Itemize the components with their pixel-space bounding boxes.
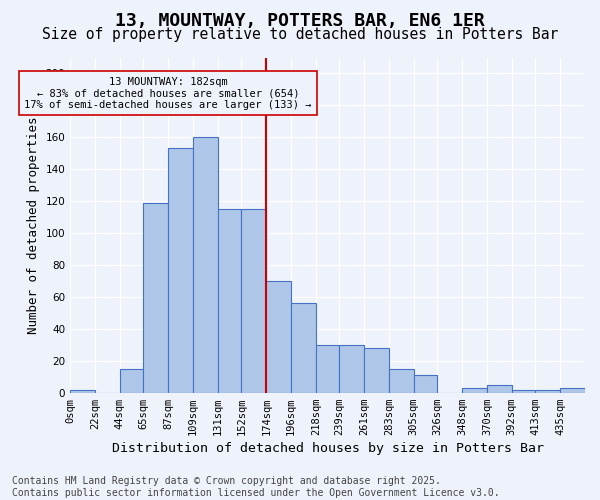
Bar (560, 388, 585, 392)
Bar (512, 390, 535, 392)
Bar (389, 369, 414, 392)
Bar (143, 203, 168, 392)
Text: 13 MOUNTWAY: 182sqm
← 83% of detached houses are smaller (654)
17% of semi-detac: 13 MOUNTWAY: 182sqm ← 83% of detached ho… (25, 76, 312, 110)
Bar (193, 138, 218, 392)
Bar (218, 209, 241, 392)
Bar (266, 281, 291, 392)
Bar (168, 148, 193, 392)
Bar (364, 348, 389, 393)
Bar (120, 369, 143, 392)
Y-axis label: Number of detached properties: Number of detached properties (27, 116, 40, 334)
Bar (70, 390, 95, 392)
Bar (414, 375, 437, 392)
Bar (487, 384, 512, 392)
Text: 13, MOUNTWAY, POTTERS BAR, EN6 1ER: 13, MOUNTWAY, POTTERS BAR, EN6 1ER (115, 12, 485, 30)
X-axis label: Distribution of detached houses by size in Potters Bar: Distribution of detached houses by size … (112, 442, 544, 455)
Bar (462, 388, 487, 392)
Text: Size of property relative to detached houses in Potters Bar: Size of property relative to detached ho… (42, 28, 558, 42)
Bar (291, 304, 316, 392)
Bar (316, 345, 340, 393)
Text: Contains HM Land Registry data © Crown copyright and database right 2025.
Contai: Contains HM Land Registry data © Crown c… (12, 476, 500, 498)
Bar (241, 209, 266, 392)
Bar (535, 390, 560, 392)
Bar (340, 345, 364, 393)
